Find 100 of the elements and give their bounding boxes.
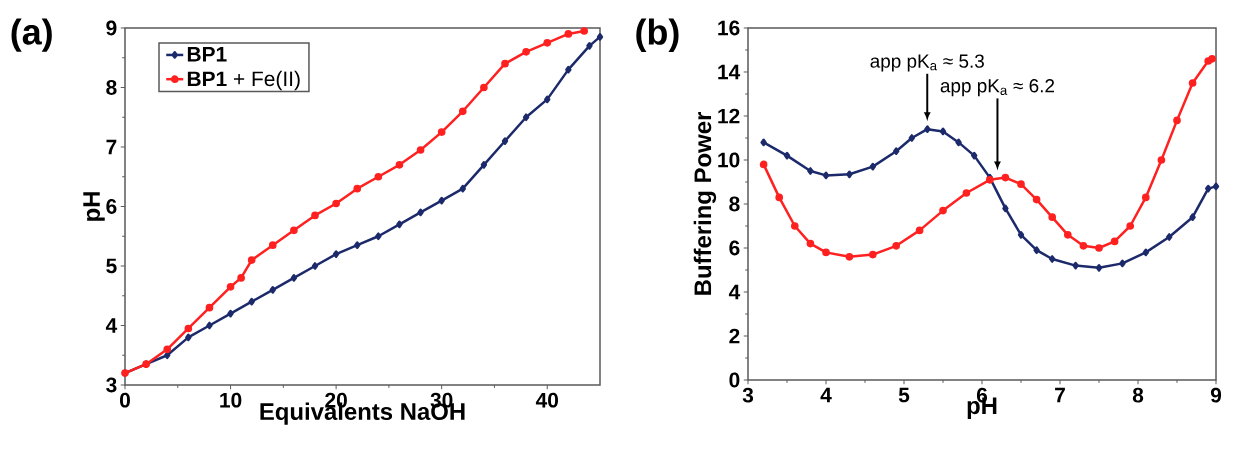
point	[1157, 156, 1166, 164]
point	[1173, 116, 1181, 125]
y-tick-label: 6	[106, 199, 117, 214]
point	[1017, 230, 1025, 239]
point	[353, 184, 362, 193]
point	[332, 250, 340, 258]
point	[522, 47, 530, 56]
point	[185, 333, 192, 342]
y-tick-label: 3	[106, 377, 117, 393]
point	[893, 147, 900, 156]
point	[759, 160, 768, 169]
point	[1119, 259, 1126, 268]
point	[164, 351, 171, 360]
point	[1205, 184, 1212, 193]
y-tick-label: 4	[105, 318, 118, 333]
point	[807, 167, 814, 175]
point	[783, 151, 791, 160]
chart-title: (b)	[636, 18, 679, 52]
point	[480, 83, 488, 92]
point	[564, 30, 573, 38]
point	[227, 309, 234, 318]
y-tick-label: 7	[106, 139, 117, 155]
point	[395, 161, 404, 169]
point	[417, 208, 424, 217]
point	[822, 171, 830, 180]
point	[1110, 237, 1119, 246]
point	[268, 241, 277, 250]
point	[565, 65, 572, 74]
point	[955, 138, 962, 147]
point	[501, 137, 509, 145]
point	[480, 161, 488, 169]
point	[1188, 79, 1197, 87]
y-tick-label: 8	[106, 80, 117, 95]
point	[269, 285, 276, 294]
y-tick-label: 10	[718, 152, 740, 168]
y-tick-label: 4	[728, 284, 741, 300]
point	[438, 196, 445, 205]
x-tick-label: 9	[1210, 387, 1222, 403]
point	[1142, 248, 1149, 257]
point	[939, 127, 947, 136]
y-axis-title: Buffering Power	[693, 112, 717, 295]
point	[311, 262, 319, 270]
point	[226, 282, 235, 291]
point	[1166, 233, 1173, 241]
point	[354, 241, 361, 250]
point	[248, 297, 255, 306]
point	[775, 193, 784, 202]
point	[915, 226, 924, 235]
point	[1049, 255, 1056, 263]
point	[1095, 244, 1103, 252]
point	[868, 250, 877, 259]
point	[1072, 261, 1079, 270]
point	[543, 39, 552, 47]
y-tick-label: 9	[106, 20, 117, 36]
point	[1002, 204, 1009, 213]
point	[924, 125, 931, 134]
point	[247, 256, 256, 264]
chart-title: (a)	[11, 18, 52, 52]
point	[846, 170, 853, 179]
point	[1048, 213, 1057, 222]
point	[971, 151, 978, 160]
point	[822, 248, 830, 257]
point	[939, 206, 947, 215]
point	[1032, 195, 1041, 204]
point	[311, 211, 319, 220]
legend-label: BP1 + Fe(II)	[187, 70, 300, 91]
point	[374, 172, 383, 181]
point	[1079, 241, 1088, 250]
x-tick-label: 8	[1132, 387, 1144, 403]
point	[458, 107, 467, 116]
point	[332, 199, 340, 208]
x-tick-label: 0	[120, 392, 130, 408]
point	[1033, 246, 1040, 255]
point	[806, 239, 815, 248]
x-tick-label: 4	[820, 387, 832, 403]
point	[459, 184, 466, 193]
y-tick-label: 12	[718, 108, 740, 124]
point	[544, 95, 551, 104]
point	[596, 33, 604, 41]
y-tick-label: 5	[106, 258, 117, 274]
point	[290, 274, 298, 282]
point	[206, 321, 213, 330]
x-tick-label: 5	[898, 387, 910, 403]
y-tick-label: 14	[718, 64, 741, 80]
point	[437, 128, 446, 136]
point	[580, 27, 589, 35]
legend-label: BP1	[187, 47, 227, 62]
point	[1141, 193, 1150, 202]
y-tick-label: 6	[729, 240, 740, 256]
annotation: app pK$_{a}$ ≈ 6.2	[940, 79, 1055, 97]
y-axis-title: pH	[83, 192, 105, 221]
x-tick-label: 3	[742, 387, 754, 403]
point	[1063, 230, 1072, 239]
point	[237, 274, 245, 282]
y-tick-label: 16	[718, 20, 740, 36]
x-tick-label: 10	[220, 392, 242, 408]
point	[184, 324, 193, 333]
point	[290, 226, 298, 235]
y-tick-label: 2	[729, 328, 740, 344]
point	[396, 220, 403, 229]
